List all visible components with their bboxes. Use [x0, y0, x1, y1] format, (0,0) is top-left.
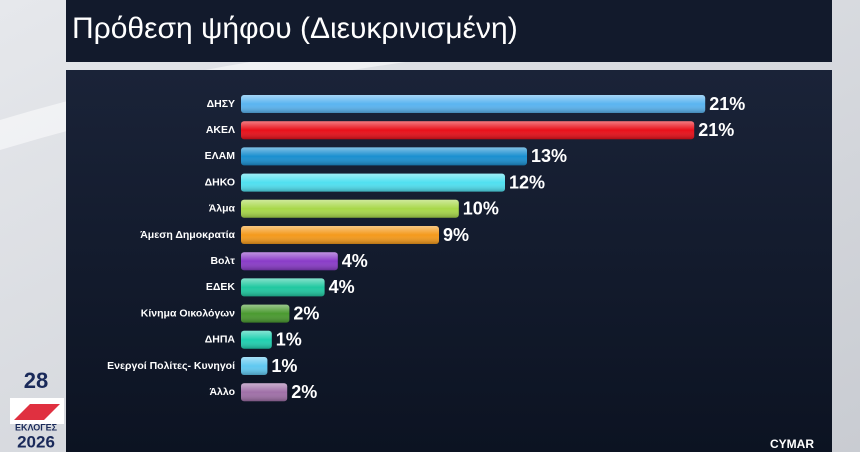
category-label: Βολτ — [210, 255, 235, 267]
bar-shine — [241, 121, 695, 140]
pollster: CYMAR — [770, 437, 814, 451]
bar-shine — [241, 147, 527, 166]
category-label: Άμεση Δημοκρατία — [140, 229, 235, 241]
bar-shine — [241, 95, 706, 113]
value-label: 1% — [276, 330, 302, 350]
bar-shine — [241, 278, 325, 297]
bar-shine — [241, 357, 268, 375]
value-label: 2% — [293, 303, 319, 323]
value-label: 10% — [463, 199, 499, 219]
category-label: ΕΛΑΜ — [205, 150, 236, 162]
bar-shine — [241, 199, 459, 218]
category-label: ΔΗΚΟ — [205, 176, 235, 188]
value-label: 21% — [698, 120, 734, 140]
category-label: Κίνημα Οικολόγων — [141, 307, 235, 319]
bar-shine — [241, 304, 290, 323]
logo-shape — [14, 404, 60, 420]
value-label: 9% — [443, 225, 469, 245]
category-label: Ενεργοί Πολίτες- Κυνηγοί — [107, 360, 235, 372]
category-label: ΑΚΕΛ — [206, 124, 235, 136]
value-label: 2% — [291, 382, 317, 402]
value-label: 1% — [271, 356, 297, 376]
category-label: ΔΗΣΥ — [207, 98, 235, 110]
title-bar — [66, 0, 832, 62]
bar-shine — [241, 226, 439, 244]
bar-shine — [241, 330, 272, 349]
episode-number: 28 — [24, 368, 48, 393]
election-label: ΕΚΛΟΓΕΣ — [15, 422, 58, 432]
value-label: 4% — [329, 277, 355, 297]
value-label: 21% — [709, 94, 745, 114]
chart-title: Πρόθεση ψήφου (Διευκρινισμένη) — [72, 12, 518, 45]
category-label: ΕΔΕΚ — [206, 281, 236, 293]
category-label: Άλλο — [209, 386, 235, 398]
election-year: 2026 — [17, 432, 55, 451]
category-label: Άλμα — [209, 203, 236, 215]
bar-shine — [241, 383, 288, 402]
value-label: 12% — [509, 172, 545, 192]
bar-shine — [241, 252, 338, 271]
category-label: ΔΗΠΑ — [205, 334, 236, 346]
bar-shine — [241, 173, 505, 192]
value-label: 13% — [531, 146, 567, 166]
value-label: 4% — [342, 251, 368, 271]
